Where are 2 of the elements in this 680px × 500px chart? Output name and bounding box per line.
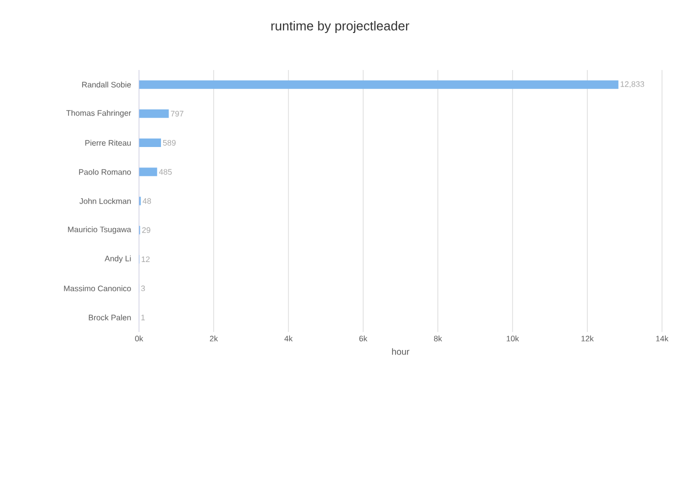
chart-title: runtime by projectleader — [271, 20, 410, 34]
x-axis-title: hour — [392, 348, 410, 355]
